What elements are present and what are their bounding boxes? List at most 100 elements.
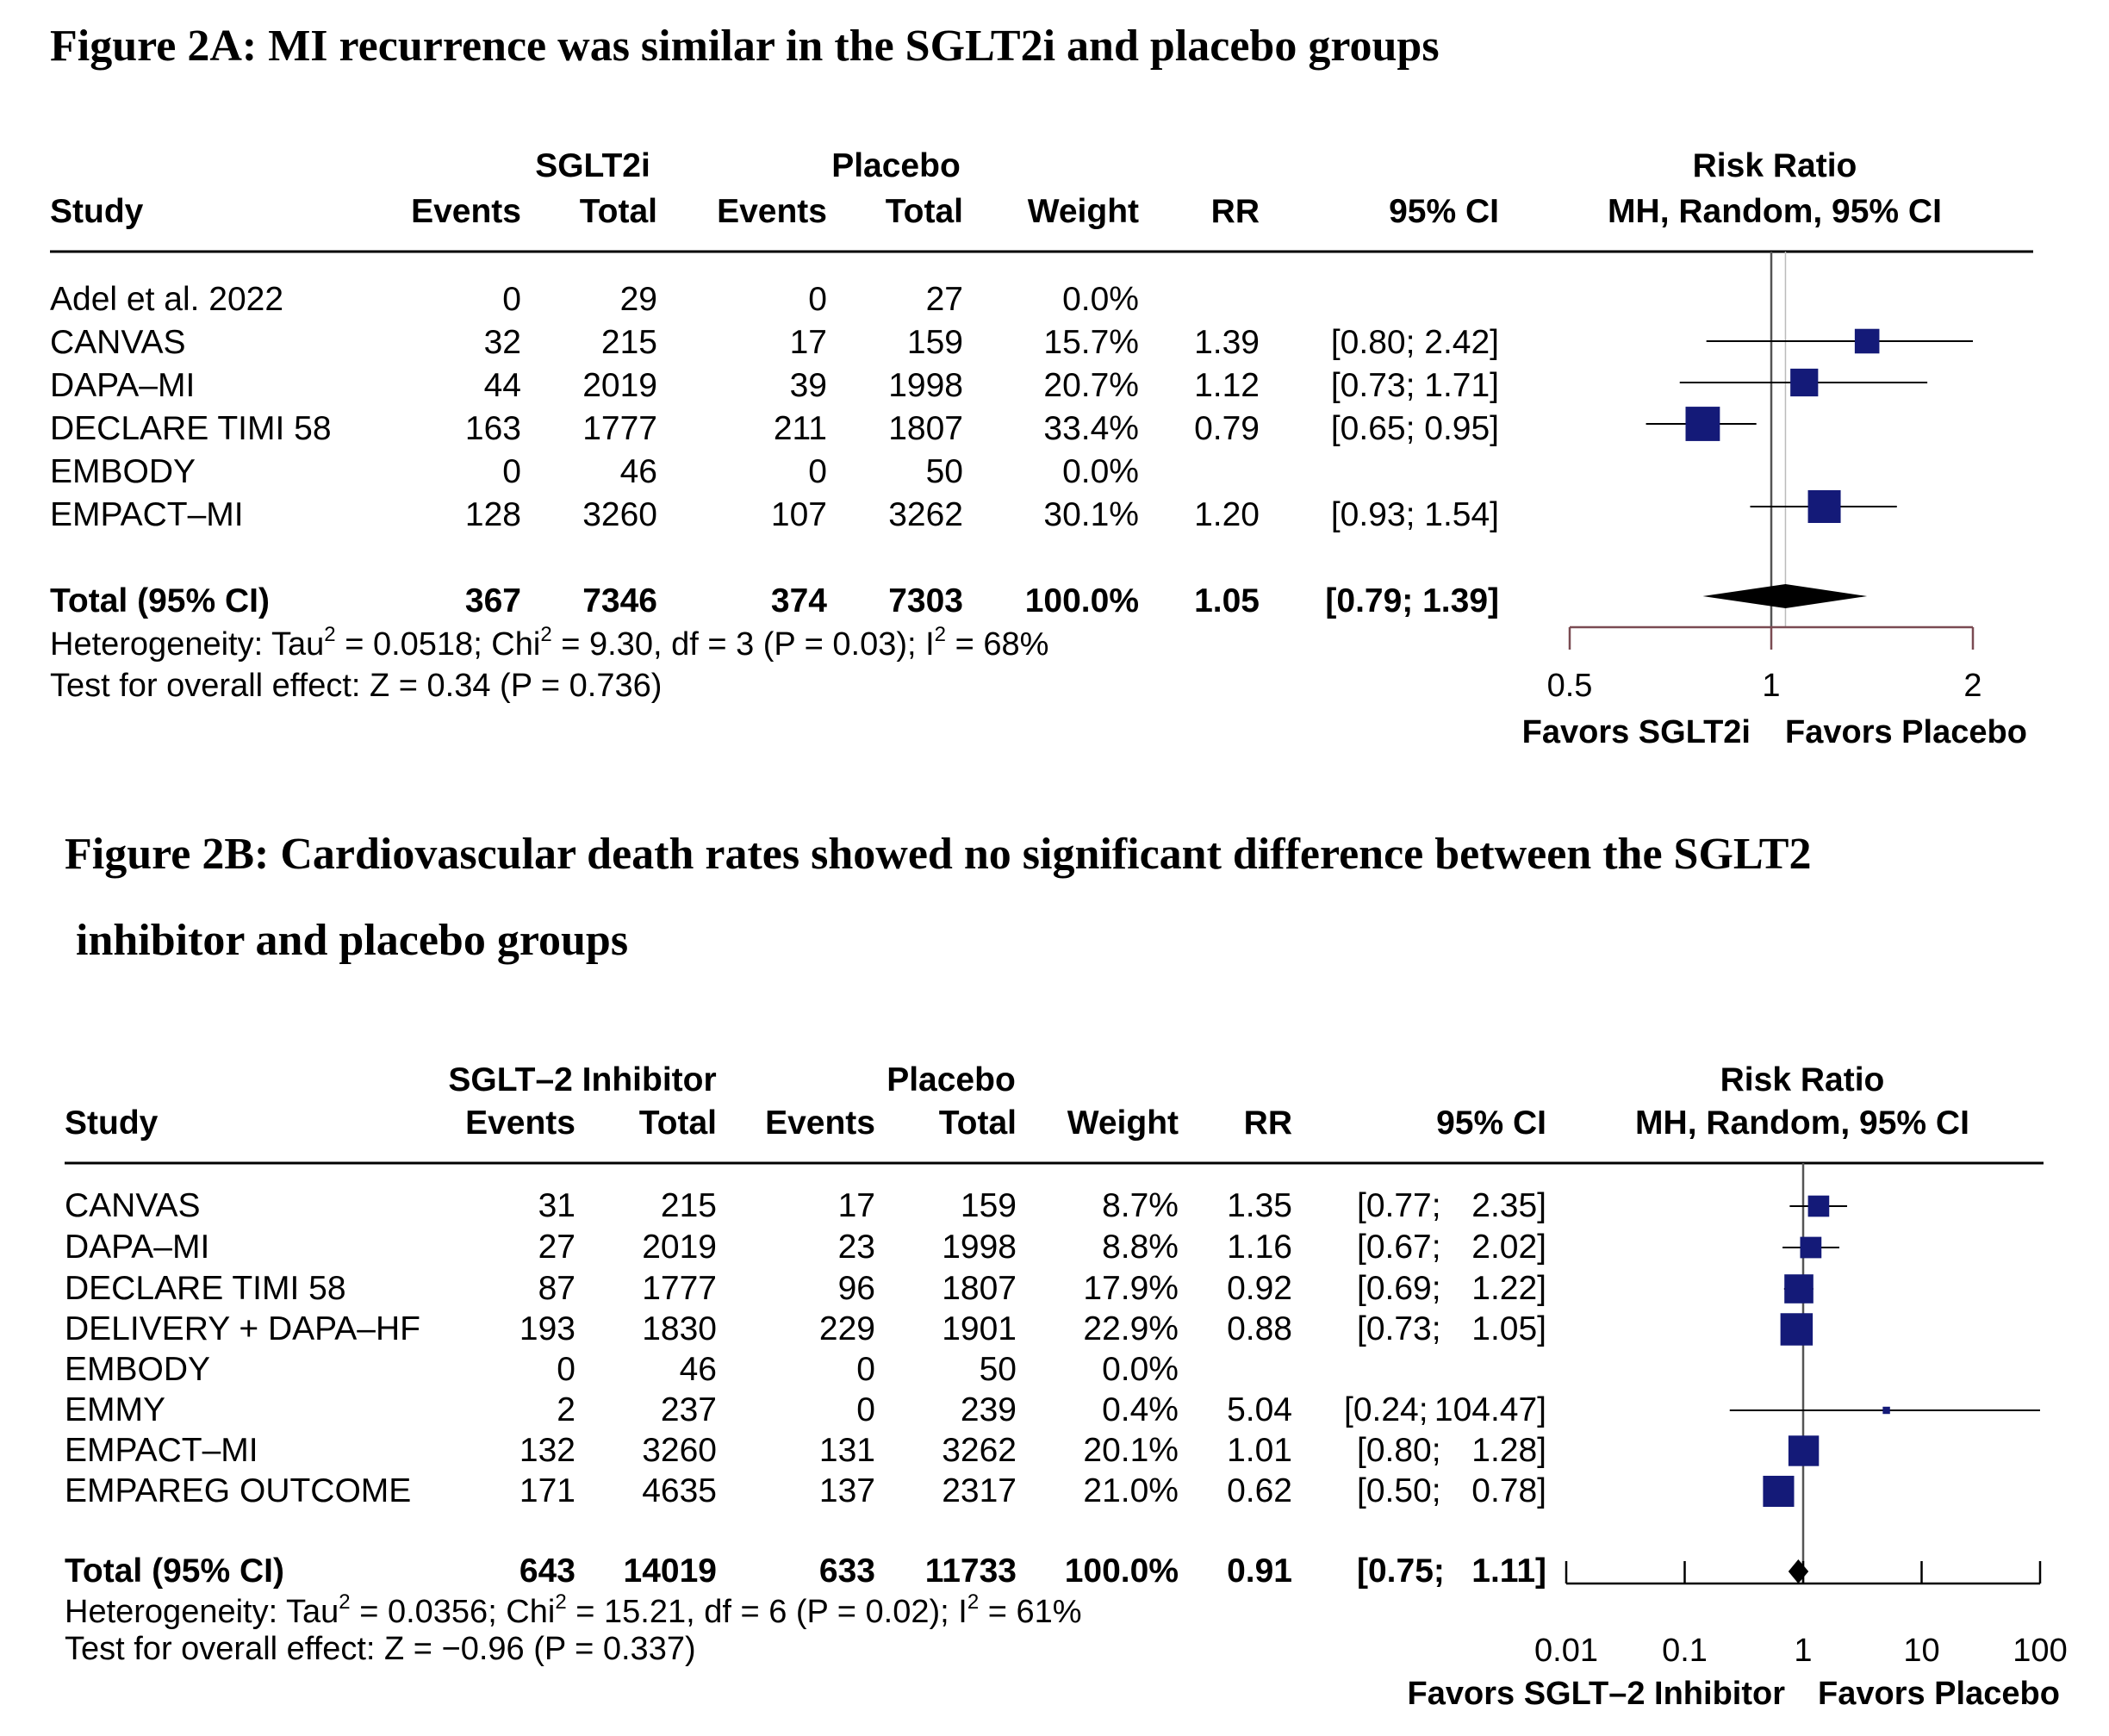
figb-point-estimate (1882, 1406, 1890, 1415)
figb-total2: 2317 (942, 1472, 1017, 1509)
figb-total-row: Total (95% CI) 643 14019 633 11733 100.0… (65, 1552, 1546, 1590)
figb-table-row: EMPAREG OUTCOME 171 4635 137 2317 21.0% … (65, 1472, 1546, 1509)
figb-ci-upper: 1.28] (1471, 1432, 1546, 1469)
figb-study-name: DAPA–MI (65, 1229, 209, 1266)
figa-events1: 128 (465, 496, 521, 533)
figb-total1: 3260 (642, 1432, 717, 1469)
figb-header-rr: RR (1244, 1104, 1292, 1142)
figb-table-row: DAPA–MI 27 2019 23 1998 8.8% 1.16 [0.67;… (65, 1229, 1546, 1266)
figa-total2: 3262 (888, 496, 963, 533)
figb-ci-upper: 104.47] (1434, 1391, 1546, 1428)
figb-header-sglt2: SGLT–2 Inhibitor (448, 1061, 716, 1098)
figa-table-row: Adel et al. 2022 0 29 0 27 0.0% (50, 281, 1139, 318)
figb-ci-lower: [0.69; (1357, 1270, 1441, 1307)
figb-total1: 46 (680, 1351, 717, 1388)
figa-study-name: EMBODY (50, 453, 196, 490)
figb-total-ci-lower: [0.75; (1357, 1552, 1445, 1590)
figb-ci-upper: 1.22] (1471, 1270, 1546, 1307)
figa-table-row: EMBODY 0 46 0 50 0.0% (50, 453, 1139, 490)
figb-total2: 1807 (942, 1270, 1017, 1307)
figb-header-events1: Events (465, 1104, 575, 1142)
figb-header-events2: Events (765, 1104, 875, 1142)
figb-tick-label: 0.01 (1534, 1633, 1598, 1669)
figa-tick-label: 0.5 (1547, 668, 1593, 704)
figb-header-risk-ratio: Risk Ratio (1720, 1061, 1885, 1098)
figb-rr: 1.35 (1227, 1187, 1292, 1224)
figb-weight: 8.7% (1102, 1187, 1179, 1224)
figb-study-name: EMPAREG OUTCOME (65, 1472, 411, 1509)
figb-total-weight: 100.0% (1065, 1552, 1179, 1590)
figb-total-rr: 0.91 (1227, 1552, 1292, 1590)
figa-point-estimate (1854, 328, 1880, 354)
figb-table-row: EMPACT–MI 132 3260 131 3262 20.1% 1.01 [… (65, 1432, 1546, 1469)
figa-table-row: CANVAS 32 215 17 159 15.7% 1.39 [0.80; 2… (50, 324, 1499, 361)
figb-events1: 87 (538, 1270, 575, 1307)
figb-study-name: EMMY (65, 1391, 165, 1428)
figb-point-estimate (1788, 1435, 1820, 1466)
figb-header-placebo: Placebo (887, 1061, 1016, 1098)
figb-total-label: Total (95% CI) (65, 1552, 284, 1590)
figb-events1: 27 (538, 1229, 575, 1266)
figb-total-ci-upper: 1.11] (1471, 1552, 1546, 1590)
figb-forest-plot: 0.01 0.1 1 10 100 (1534, 1163, 2068, 1669)
figb-events2: 17 (838, 1187, 875, 1224)
figa-header-weight: Weight (1028, 193, 1139, 230)
figa-total1: 46 (620, 453, 657, 490)
figb-events1: 193 (519, 1310, 575, 1347)
figb-events2: 131 (819, 1432, 875, 1469)
figa-favors-right: Favors Placebo (1785, 714, 2027, 750)
figa-total-total2: 7303 (888, 582, 963, 619)
figa-table-row: EMPACT–MI 128 3260 107 3262 30.1% 1.20 [… (50, 496, 1499, 533)
figb-point-estimate (1800, 1236, 1822, 1259)
figb-events1: 171 (519, 1472, 575, 1509)
figb-weight: 17.9% (1083, 1270, 1179, 1307)
figa-header-rr: RR (1211, 193, 1260, 230)
figa-ci: [0.65; 0.95] (1331, 410, 1499, 447)
figb-ci-upper: 1.05] (1471, 1310, 1546, 1347)
figa-total-total1: 7346 (582, 582, 657, 619)
figa-header-sglt2i: SGLT2i (535, 147, 650, 184)
figa-total-ci: [0.79; 1.39] (1325, 582, 1499, 619)
figb-tick-label: 1 (1794, 1633, 1812, 1669)
figa-heterogeneity: Heterogeneity: Tau2 = 0.0518; Chi2 = 9.3… (50, 623, 1048, 663)
figa-rr: 0.79 (1194, 410, 1260, 447)
figa-tick-label: 2 (1963, 668, 1981, 704)
figb-point-estimate (1784, 1274, 1813, 1304)
figb-ci-upper: 2.35] (1471, 1187, 1546, 1224)
figb-total1: 1830 (642, 1310, 717, 1347)
figa-weight: 0.0% (1062, 281, 1139, 318)
figa-weight: 0.0% (1062, 453, 1139, 490)
figa-point-estimate (1685, 407, 1720, 441)
figb-rr: 0.88 (1227, 1310, 1292, 1347)
figb-events2: 0 (856, 1391, 875, 1428)
figa-events1: 163 (465, 410, 521, 447)
figb-rr: 0.62 (1227, 1472, 1292, 1509)
figb-header-total1: Total (639, 1104, 717, 1142)
figa-study-name: DECLARE TIMI 58 (50, 410, 332, 447)
figb-header-ci: 95% CI (1436, 1104, 1546, 1142)
figb-favors-left: Favors SGLT–2 Inhibitor (1408, 1676, 1786, 1712)
figb-total2: 3262 (942, 1432, 1017, 1469)
figb-events2: 0 (856, 1351, 875, 1388)
figb-total-events1: 643 (519, 1552, 575, 1590)
figa-pooled-diamond (1702, 584, 1868, 608)
figb-total1: 215 (661, 1187, 717, 1224)
figa-header-events1: Events (411, 193, 521, 230)
figb-ci-lower: [0.77; (1357, 1187, 1441, 1224)
figb-events1: 132 (519, 1432, 575, 1469)
figa-total1: 29 (620, 281, 657, 318)
figb-rr: 1.01 (1227, 1432, 1292, 1469)
figure-2b: Figure 2B: Cardiovascular death rates sh… (65, 830, 2068, 1712)
figb-weight: 0.4% (1102, 1391, 1179, 1428)
figb-weight: 21.0% (1083, 1472, 1179, 1509)
figb-favors-right: Favors Placebo (1818, 1676, 2060, 1712)
figb-total2: 1998 (942, 1229, 1017, 1266)
figa-weight: 15.7% (1043, 324, 1139, 361)
figb-table-row: EMMY 2 237 0 239 0.4% 5.04 [0.24; 104.47… (65, 1391, 1546, 1428)
figb-total1: 4635 (642, 1472, 717, 1509)
figa-total1: 215 (601, 324, 657, 361)
figa-study-name: Adel et al. 2022 (50, 281, 283, 318)
figa-weight: 33.4% (1043, 410, 1139, 447)
figa-total2: 159 (907, 324, 963, 361)
